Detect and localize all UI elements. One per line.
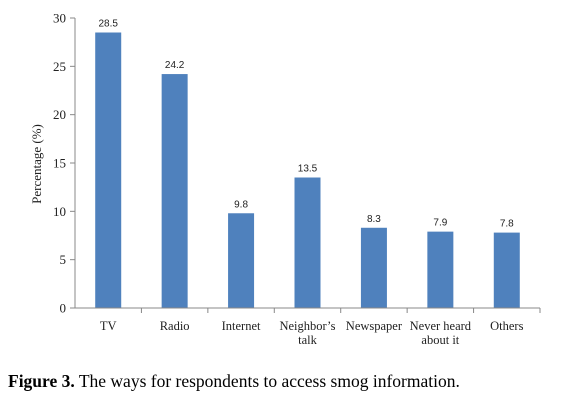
- y-axis: 0 5 10 15 20 25 30: [53, 11, 76, 316]
- caption-text: The ways for respondents to access smog …: [78, 371, 460, 391]
- x-tick-label-line: Internet: [222, 319, 261, 333]
- x-tick-label-line: Radio: [160, 319, 190, 333]
- bar: [161, 74, 188, 308]
- x-tick-label: TV: [100, 319, 117, 333]
- data-label: 7.9: [433, 218, 447, 229]
- x-tick-label-line: talk: [298, 333, 317, 347]
- y-tick-label: 0: [60, 301, 67, 316]
- bar: [95, 32, 122, 308]
- data-label: 9.8: [234, 199, 248, 210]
- bar: [294, 177, 321, 308]
- x-tick-label: Never heard about it: [410, 319, 472, 347]
- x-tick-label-line: Others: [490, 319, 523, 333]
- y-tick-label: 30: [53, 11, 66, 26]
- bar-chart: Percentage (%) 0 5 10 15 20 25 30 28.5 24.2 9.8 1…: [29, 11, 541, 347]
- bar: [427, 231, 454, 308]
- bar: [493, 232, 520, 308]
- x-tick-label: Neighbor’s talk: [279, 319, 335, 347]
- y-tick-label: 20: [53, 107, 66, 122]
- data-label: 24.2: [165, 60, 185, 71]
- data-label: 7.8: [500, 219, 514, 230]
- x-tick-label-line: Never heard: [410, 319, 472, 333]
- x-tick-label-line: TV: [100, 319, 117, 333]
- x-axis: TV Radio Internet Neighbor’s talk Newspaper Ne…: [75, 307, 541, 347]
- data-label: 13.5: [298, 164, 318, 175]
- bar: [360, 227, 387, 308]
- y-tick-label: 10: [53, 204, 66, 219]
- x-tick-label-line: about it: [421, 333, 459, 347]
- y-tick-label: 25: [53, 59, 66, 74]
- y-axis-label: Percentage (%): [29, 124, 44, 204]
- x-tick-label-line: Neighbor’s: [279, 319, 335, 333]
- x-tick-label: Radio: [160, 319, 190, 333]
- data-label: 28.5: [98, 19, 118, 30]
- bar: [228, 213, 255, 308]
- x-tick-label: Internet: [222, 319, 261, 333]
- y-tick-label: 15: [53, 156, 66, 171]
- x-tick-label: Newspaper: [346, 319, 403, 333]
- x-tick-label-line: Newspaper: [346, 319, 403, 333]
- bars: 28.5 24.2 9.8 13.5 8.3 7.9 7.8: [95, 19, 520, 308]
- caption-label: Figure 3.: [8, 371, 75, 391]
- data-label: 8.3: [367, 214, 381, 225]
- figure-caption: Figure 3. The ways for respondents to ac…: [8, 371, 563, 392]
- x-tick-label: Others: [490, 319, 523, 333]
- y-tick-label: 5: [60, 252, 67, 267]
